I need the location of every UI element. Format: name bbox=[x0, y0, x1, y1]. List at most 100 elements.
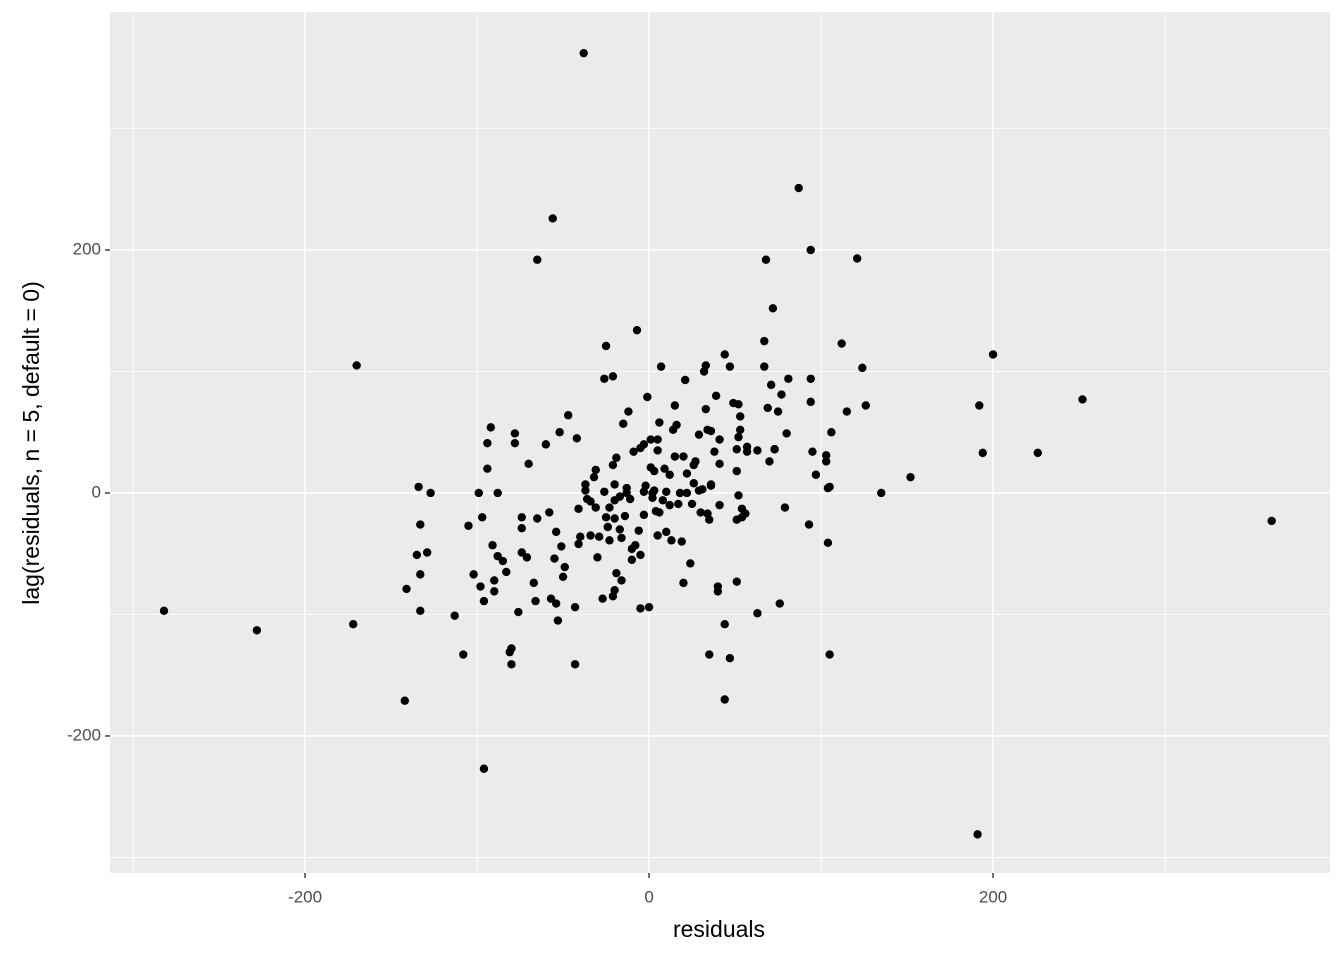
point bbox=[486, 423, 496, 432]
point bbox=[522, 553, 532, 562]
point bbox=[806, 397, 815, 407]
point bbox=[679, 578, 688, 588]
point bbox=[557, 542, 566, 551]
point bbox=[760, 362, 769, 371]
point bbox=[1078, 395, 1087, 404]
point bbox=[655, 508, 664, 517]
x-tick-label: 0 bbox=[644, 887, 653, 906]
point bbox=[674, 499, 683, 509]
point bbox=[414, 482, 423, 492]
point bbox=[502, 567, 511, 577]
point bbox=[422, 548, 432, 557]
point bbox=[1033, 448, 1042, 458]
point bbox=[426, 488, 435, 498]
y-tick-label: -200 bbox=[67, 725, 101, 744]
point bbox=[713, 582, 723, 591]
point bbox=[763, 403, 772, 413]
point bbox=[488, 541, 497, 550]
point bbox=[698, 485, 707, 494]
point bbox=[570, 660, 580, 669]
point bbox=[490, 587, 499, 596]
point bbox=[601, 341, 611, 351]
point bbox=[608, 372, 618, 381]
point bbox=[629, 447, 638, 456]
point bbox=[416, 606, 425, 616]
point bbox=[570, 602, 580, 612]
point bbox=[822, 451, 831, 460]
point bbox=[574, 539, 583, 549]
point bbox=[490, 576, 499, 585]
point bbox=[725, 362, 735, 371]
point bbox=[794, 183, 803, 193]
point bbox=[973, 830, 982, 839]
point bbox=[675, 488, 685, 498]
point bbox=[715, 459, 724, 469]
point bbox=[773, 407, 783, 416]
point bbox=[823, 538, 833, 547]
point bbox=[612, 453, 621, 462]
point bbox=[808, 447, 817, 456]
point bbox=[706, 480, 716, 489]
point bbox=[610, 585, 619, 595]
point bbox=[524, 459, 533, 469]
point bbox=[610, 480, 619, 489]
point bbox=[498, 556, 508, 566]
point bbox=[687, 499, 697, 509]
point bbox=[670, 401, 680, 410]
point bbox=[975, 401, 984, 410]
point bbox=[644, 602, 654, 612]
point bbox=[705, 650, 714, 659]
point bbox=[710, 447, 719, 456]
point bbox=[517, 513, 526, 522]
point bbox=[775, 599, 784, 608]
point bbox=[639, 440, 649, 449]
point bbox=[701, 404, 711, 414]
point bbox=[732, 466, 741, 476]
point bbox=[533, 255, 542, 264]
point bbox=[617, 576, 626, 585]
point bbox=[665, 470, 674, 479]
point bbox=[770, 445, 779, 454]
point bbox=[581, 486, 590, 495]
point bbox=[753, 446, 762, 455]
point bbox=[658, 496, 668, 505]
point bbox=[689, 479, 698, 488]
point bbox=[601, 513, 611, 522]
point bbox=[555, 428, 564, 437]
point bbox=[600, 374, 609, 383]
point bbox=[620, 511, 630, 521]
point bbox=[159, 606, 169, 616]
point bbox=[852, 254, 862, 263]
point bbox=[650, 466, 659, 476]
point bbox=[765, 457, 774, 466]
point bbox=[978, 448, 987, 458]
point bbox=[591, 465, 600, 475]
point bbox=[715, 500, 724, 510]
point bbox=[653, 435, 662, 444]
point bbox=[252, 626, 262, 635]
point bbox=[653, 446, 662, 455]
point bbox=[837, 339, 846, 348]
point bbox=[736, 412, 745, 421]
point bbox=[636, 604, 645, 613]
point bbox=[349, 619, 358, 629]
point bbox=[459, 650, 468, 659]
point bbox=[711, 391, 721, 400]
point bbox=[624, 407, 633, 416]
point bbox=[768, 304, 778, 313]
point bbox=[533, 514, 542, 523]
point bbox=[650, 486, 659, 495]
point bbox=[696, 508, 705, 517]
point bbox=[634, 526, 643, 535]
point bbox=[603, 522, 612, 532]
point bbox=[734, 491, 743, 500]
point bbox=[483, 464, 492, 473]
point bbox=[514, 607, 523, 617]
point bbox=[541, 440, 551, 449]
point bbox=[479, 596, 489, 606]
point bbox=[715, 435, 724, 444]
x-tick-label: 200 bbox=[979, 887, 1007, 906]
point bbox=[574, 504, 583, 513]
point bbox=[531, 596, 540, 606]
